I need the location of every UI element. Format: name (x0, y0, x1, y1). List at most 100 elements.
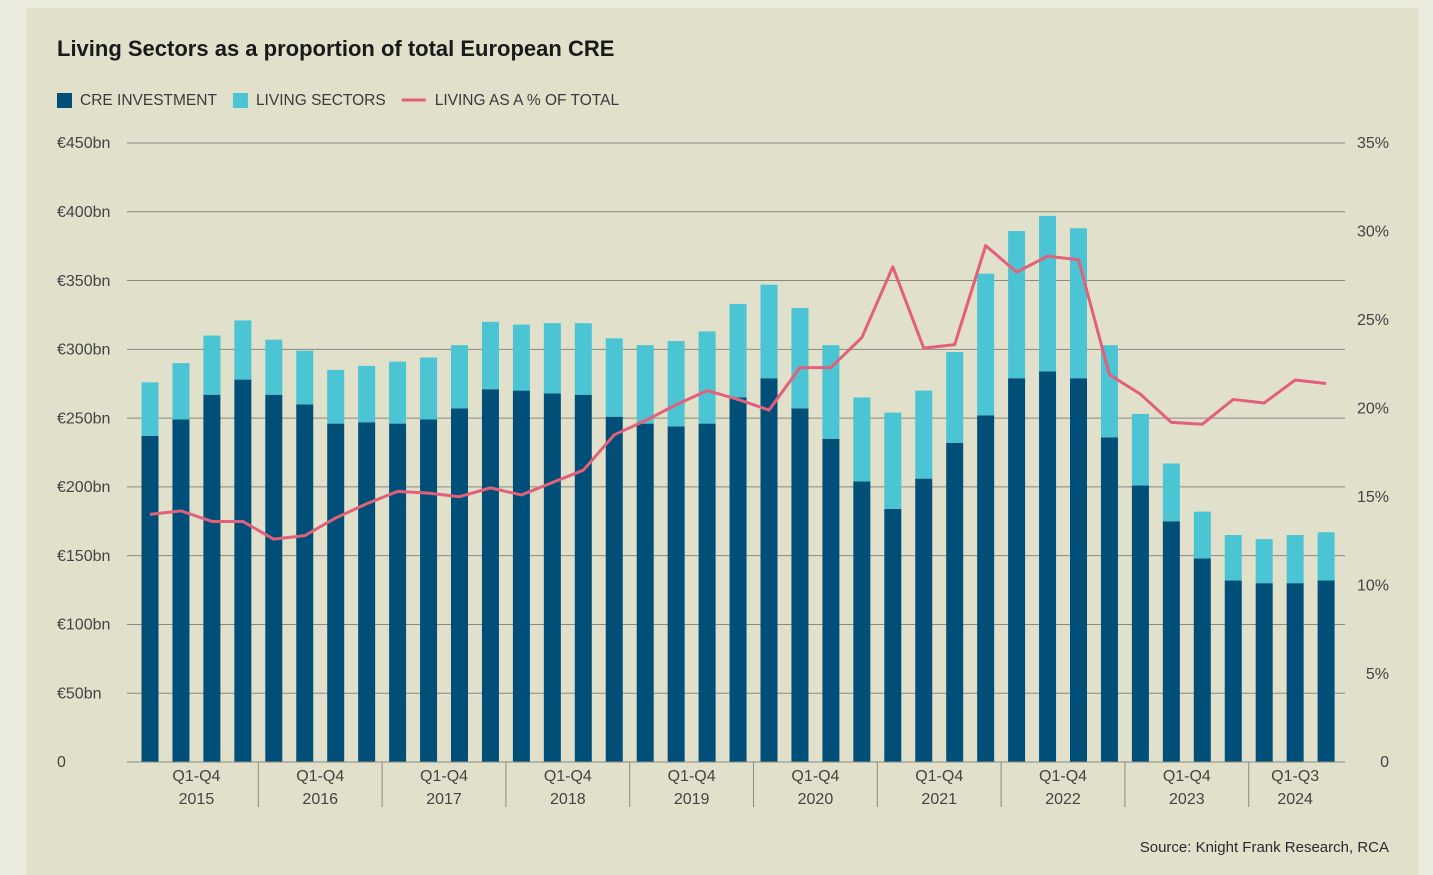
bar-segment (1008, 231, 1026, 379)
x-group-year: 2016 (302, 791, 338, 808)
bar-segment (296, 350, 314, 405)
x-group-period: Q1-Q4 (544, 768, 592, 785)
bar-segment (234, 379, 252, 762)
y-tick-label: €300bn (57, 342, 110, 359)
x-group-period: Q1-Q4 (915, 768, 963, 785)
y-tick-label: €50bn (57, 685, 102, 702)
bar-segment (451, 408, 468, 762)
legend-swatch (57, 93, 72, 108)
bar-segment (605, 416, 623, 762)
y2-tick-label: 30% (1357, 224, 1389, 241)
y-tick-label: €400bn (57, 204, 110, 221)
bar-segment (420, 419, 438, 762)
bar-segment (1255, 539, 1273, 584)
y2-tick-label: 0 (1380, 754, 1389, 771)
bar-segment (296, 404, 314, 762)
line (149, 244, 1327, 541)
x-group-year: 2022 (1045, 791, 1081, 808)
bar-segment (327, 423, 345, 762)
y2-tick-label: 25% (1357, 312, 1389, 329)
bar-segment (1039, 215, 1057, 372)
bar-segment (1224, 580, 1242, 762)
bar-segment (760, 378, 778, 762)
y2-tick-label: 5% (1366, 666, 1389, 683)
bar-segment (791, 308, 809, 409)
x-group-period: Q1-Q4 (668, 768, 716, 785)
y2-tick-label: 15% (1357, 489, 1389, 506)
legend-label: LIVING SECTORS (256, 92, 386, 109)
y2-tick-label: 35% (1357, 135, 1389, 152)
panel (27, 8, 1419, 875)
bar-segment (915, 478, 933, 762)
bar-segment (389, 423, 407, 762)
bar-segment (543, 393, 561, 762)
y-tick-label: €450bn (57, 135, 110, 152)
bar-segment (667, 341, 685, 427)
x-group-period: Q1-Q4 (420, 768, 468, 785)
bar-segment (327, 369, 345, 424)
bar-segment (1193, 511, 1211, 559)
bar-segment (884, 412, 902, 509)
x-group-year: 2021 (921, 791, 957, 808)
bar-segment (141, 382, 159, 436)
x-group-period: Q1-Q4 (1163, 768, 1211, 785)
bar-segment (1162, 463, 1180, 522)
bar-segment (1131, 485, 1149, 762)
bar-segment (481, 321, 499, 390)
x-group-period: Q1-Q4 (172, 768, 220, 785)
bar-segment (512, 390, 530, 762)
bar-segment (946, 442, 964, 762)
bar-segment (1008, 378, 1026, 762)
y-tick-label: €350bn (57, 273, 110, 290)
x-group-period: Q1-Q4 (791, 768, 839, 785)
bar-segment (203, 394, 221, 762)
source: Source: Knight Frank Research, RCA (1140, 839, 1389, 856)
x-group-year: 2023 (1169, 791, 1205, 808)
bar-segment (1317, 580, 1335, 762)
bar-segment (512, 324, 530, 391)
y-tick-label: €250bn (57, 410, 110, 427)
legend-label: LIVING AS A % OF TOTAL (435, 92, 620, 109)
bar-segment (760, 284, 778, 379)
bar-segment (698, 331, 716, 424)
bar-segment (1317, 532, 1335, 581)
bar-segment (729, 397, 747, 762)
y2-tick-label: 10% (1357, 577, 1389, 594)
bar-segment (389, 361, 407, 424)
x-group-year: 2015 (179, 791, 215, 808)
bar-segment (1039, 371, 1057, 762)
bar-segment (234, 320, 252, 380)
bar-segment (265, 394, 283, 762)
bar-segment (451, 345, 468, 409)
bar-segment (853, 481, 871, 762)
bar-segment (1162, 521, 1180, 762)
bar-segment (358, 365, 376, 423)
bar-segment (667, 426, 685, 762)
bar-segment (1286, 583, 1304, 762)
bar-segment (822, 438, 840, 762)
chart-title: Living Sectors as a proportion of total … (57, 36, 614, 61)
legend-swatch (232, 93, 248, 108)
x-group-year: 2020 (798, 791, 834, 808)
bar-segment (1193, 558, 1211, 762)
bar-segment (791, 408, 809, 762)
bar-segment (853, 397, 871, 482)
x-group-period: Q1-Q4 (296, 768, 344, 785)
x-group-period: Q1-Q3 (1271, 768, 1319, 785)
bar-segment (977, 273, 995, 416)
bar-segment (358, 422, 376, 762)
bar-segment (172, 419, 190, 762)
x-group-year: 2019 (674, 791, 710, 808)
x-group-period: Q1-Q4 (1039, 768, 1087, 785)
bar-segment (265, 339, 283, 395)
y2-tick-label: 20% (1357, 401, 1389, 418)
bar-segment (729, 303, 747, 398)
y-tick-label: €100bn (57, 617, 110, 634)
bar-segment (1131, 413, 1149, 486)
bar-segment (1070, 228, 1087, 379)
bar-segment (172, 363, 190, 420)
y-tick-label: 0 (57, 754, 66, 771)
x-group-year: 2018 (550, 791, 586, 808)
x-group-year: 2017 (426, 791, 462, 808)
